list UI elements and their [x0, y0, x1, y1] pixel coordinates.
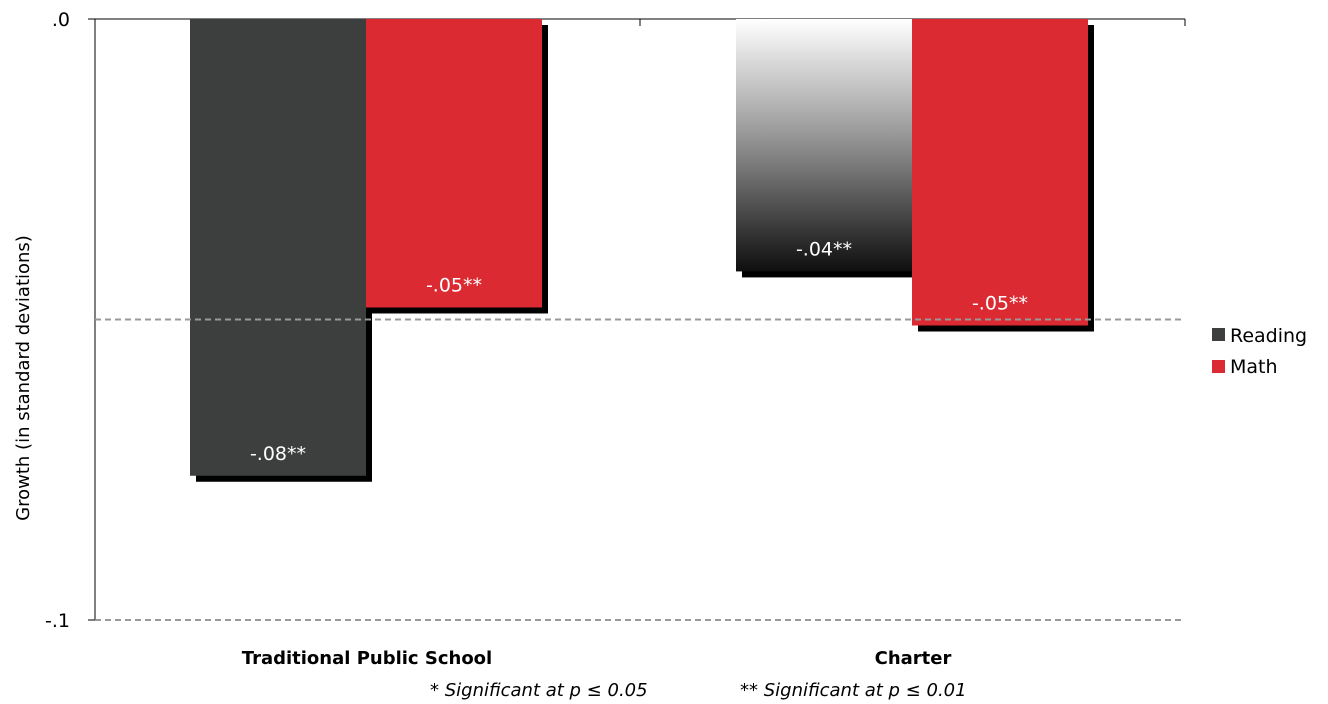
data-label-reading-traditional: -.08**	[250, 443, 306, 465]
y-tick-label-bottom: -.1	[45, 610, 70, 632]
legend-swatch-reading	[1212, 328, 1225, 341]
y-axis-title: Growth (in standard deviations)	[13, 235, 34, 521]
data-label-reading-charter: -.04**	[796, 238, 852, 260]
y-tick-label-top: .0	[52, 9, 70, 31]
data-label-math-charter: -.05**	[972, 293, 1028, 315]
legend-label-reading: Reading	[1230, 325, 1307, 347]
legend-label-math: Math	[1230, 356, 1278, 378]
category-label-traditional: Traditional Public School	[242, 648, 492, 669]
footnote-p01: ** Significant at p ≤ 0.01	[740, 680, 967, 701]
bars-layer	[190, 19, 1094, 482]
bar-reading-charter	[736, 19, 912, 272]
footnote-p05: * Significant at p ≤ 0.05	[430, 680, 648, 701]
legend-swatch-math	[1212, 360, 1225, 373]
bar-math-charter	[912, 19, 1088, 326]
grid-layer	[95, 318, 1185, 621]
bar-math-traditional	[366, 19, 542, 308]
labels-layer: -.08** -.04** -.05** -.05**	[250, 238, 1028, 464]
category-label-charter: Charter	[875, 648, 952, 669]
data-label-math-traditional: -.05**	[426, 274, 482, 296]
bar-reading-traditional	[190, 19, 366, 476]
